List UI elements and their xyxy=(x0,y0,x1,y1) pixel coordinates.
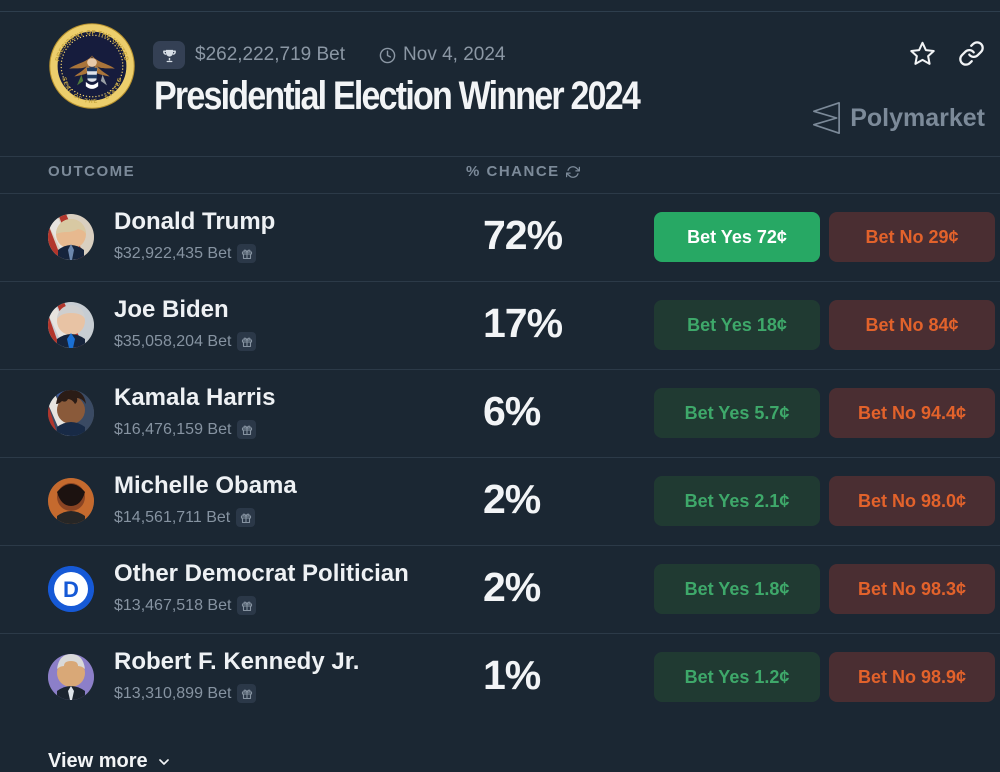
svg-text:D: D xyxy=(63,577,79,602)
